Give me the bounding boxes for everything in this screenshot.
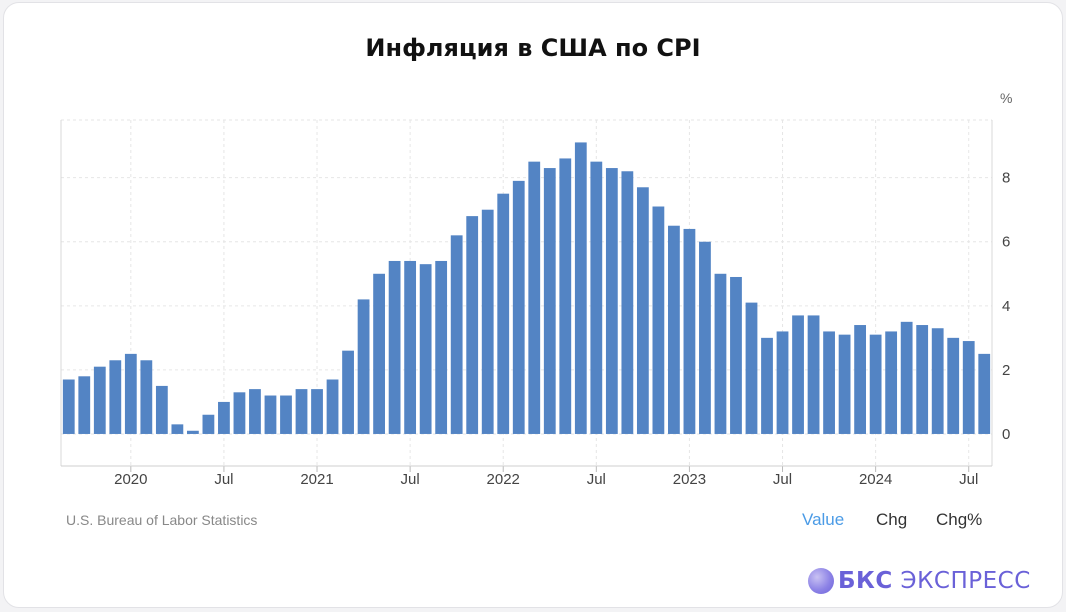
- bar-2023-10[interactable]: 2023-10: 3.2: [823, 331, 835, 434]
- x-tick-label: 2023: [673, 471, 706, 488]
- bar-2022-10[interactable]: 2022-10: 7.7: [636, 187, 649, 434]
- tab-chg-percent[interactable]: Chg%: [936, 510, 983, 529]
- bar-2024-04[interactable]: 2024-04: 3.4: [916, 325, 929, 434]
- tab-value[interactable]: Value: [802, 510, 845, 529]
- y-unit-label: %: [1000, 90, 1012, 106]
- bar-2021-07[interactable]: 2021-07: 5.4: [404, 260, 417, 434]
- source-label: U.S. Bureau of Labor Statistics: [66, 512, 258, 528]
- bar-2024-01[interactable]: 2024-01: 3.1: [869, 334, 882, 434]
- bar-2021-01[interactable]: 2021-01: 1.4: [311, 389, 323, 434]
- x-tick-label: Jul: [587, 471, 606, 488]
- bar-2021-06[interactable]: 2021-06: 5.4: [388, 260, 401, 434]
- bar-2019-09[interactable]: 2019-09: 1.7: [62, 379, 75, 434]
- bks-express-logo: БКС ЭКСПРЕСС: [808, 568, 1038, 598]
- x-tick-label: 2024: [859, 471, 892, 488]
- bar-2024-03[interactable]: 2024-03: 3.5: [900, 321, 913, 434]
- bar-2021-11[interactable]: 2021-11: 6.8: [466, 216, 479, 434]
- bar-2023-03[interactable]: 2023-03: 5: [714, 273, 727, 434]
- chart-title: Инфляция в США по CPI: [365, 34, 701, 62]
- bar-2021-04[interactable]: 2021-04: 4.2: [357, 299, 370, 434]
- bar-2020-05[interactable]: 2020-05: 0.1: [186, 430, 199, 434]
- bar-2020-03[interactable]: 2020-03: 1.5: [155, 385, 168, 434]
- bar-2023-05[interactable]: 2023-05: 4.1: [745, 302, 758, 434]
- bar-2023-06[interactable]: 2023-06: 3: [761, 337, 773, 434]
- bar-2021-12[interactable]: 2021-12: 7: [481, 209, 494, 434]
- bar-2021-09[interactable]: 2021-09: 5.4: [435, 260, 448, 434]
- bar-2019-10[interactable]: 2019-10: 1.8: [78, 376, 91, 434]
- bar-2021-10[interactable]: 2021-10: 6.2: [450, 235, 463, 434]
- bar-2020-06[interactable]: 2020-06: 0.6: [202, 414, 215, 434]
- bar-2023-09[interactable]: 2023-09: 3.7: [807, 315, 820, 434]
- x-tick-label: Jul: [214, 471, 233, 488]
- bar-2020-04[interactable]: 2020-04: 0.3: [171, 424, 184, 434]
- bar-2022-11[interactable]: 2022-11: 7.1: [652, 206, 665, 434]
- x-tick-label: 2021: [300, 471, 333, 488]
- bar-2022-03[interactable]: 2022-03: 8.5: [528, 161, 541, 434]
- bar-2022-12[interactable]: 2022-12: 6.5: [668, 225, 680, 434]
- bar-2024-07[interactable]: 2024-07: 2.9: [962, 341, 975, 434]
- x-tick-label: Jul: [401, 471, 420, 488]
- y-tick-label: 4: [1002, 298, 1010, 315]
- x-tick-label: Jul: [959, 471, 978, 488]
- bar-2022-08[interactable]: 2022-08: 8.3: [605, 168, 618, 434]
- bar-2023-11[interactable]: 2023-11: 3.1: [838, 334, 851, 434]
- bar-2021-05[interactable]: 2021-05: 5: [373, 273, 385, 434]
- bar-2020-07[interactable]: 2020-07: 1: [218, 401, 230, 434]
- bar-2023-04[interactable]: 2023-04: 4.9: [730, 276, 742, 434]
- bar-2019-11[interactable]: 2019-11: 2.1: [93, 366, 106, 434]
- brand-name-bold: БКС: [838, 568, 893, 594]
- bar-2020-01[interactable]: 2020-01: 2.5: [124, 353, 137, 434]
- bar-2021-02[interactable]: 2021-02: 1.7: [326, 379, 339, 434]
- y-tick-label: 6: [1002, 234, 1010, 251]
- x-tick-label: 2022: [487, 471, 520, 488]
- bar-2023-01[interactable]: 2023-01: 6.4: [683, 228, 696, 434]
- y-tick-label: 2: [1002, 362, 1010, 379]
- bar-2022-06[interactable]: 2022-06: 9.1: [574, 142, 587, 434]
- bar-2024-02[interactable]: 2024-02: 3.2: [885, 331, 898, 434]
- bar-2022-07[interactable]: 2022-07: 8.5: [590, 161, 603, 434]
- y-tick-label: 0: [1002, 426, 1010, 443]
- bar-2023-08[interactable]: 2023-08: 3.7: [792, 315, 804, 434]
- bar-2019-12[interactable]: 2019-12: 2.3: [109, 360, 122, 434]
- bar-2020-02[interactable]: 2020-02: 2.3: [140, 360, 153, 434]
- bar-2023-02[interactable]: 2023-02: 6: [699, 241, 711, 434]
- bks-logo-icon: [808, 568, 834, 594]
- bar-2020-11[interactable]: 2020-11: 1.2: [280, 395, 292, 434]
- bar-2020-12[interactable]: 2020-12: 1.4: [295, 389, 308, 434]
- brand-name: БКС ЭКСПРЕСС: [838, 568, 1031, 594]
- y-tick-label: 8: [1002, 170, 1010, 187]
- bar-2022-01[interactable]: 2022-01: 7.5: [497, 193, 510, 434]
- x-tick-label: 2020: [114, 471, 147, 488]
- bar-2024-05[interactable]: 2024-05: 3.3: [931, 328, 944, 434]
- bar-2021-08[interactable]: 2021-08: 5.3: [419, 264, 432, 434]
- bar-2020-10[interactable]: 2020-10: 1.2: [264, 395, 277, 434]
- bar-2023-12[interactable]: 2023-12: 3.4: [854, 325, 867, 434]
- bar-2022-02[interactable]: 2022-02: 7.9: [512, 180, 525, 434]
- bar-2020-08[interactable]: 2020-08: 1.3: [233, 392, 246, 434]
- brand-name-light: ЭКСПРЕСС: [900, 568, 1031, 594]
- tab-chg[interactable]: Chg: [876, 510, 908, 529]
- bar-2020-09[interactable]: 2020-09: 1.4: [249, 389, 261, 434]
- bar-2024-08[interactable]: 2024-08: 2.5: [978, 353, 991, 434]
- x-tick-label: Jul: [773, 471, 792, 488]
- bar-2022-05[interactable]: 2022-05: 8.6: [559, 158, 572, 434]
- bar-2021-03[interactable]: 2021-03: 2.6: [342, 350, 354, 434]
- bar-2022-09[interactable]: 2022-09: 8.2: [621, 171, 634, 434]
- bar-2024-06[interactable]: 2024-06: 3: [947, 337, 960, 434]
- bar-2022-04[interactable]: 2022-04: 8.3: [543, 168, 556, 434]
- bar-2023-07[interactable]: 2023-07: 3.2: [776, 331, 789, 434]
